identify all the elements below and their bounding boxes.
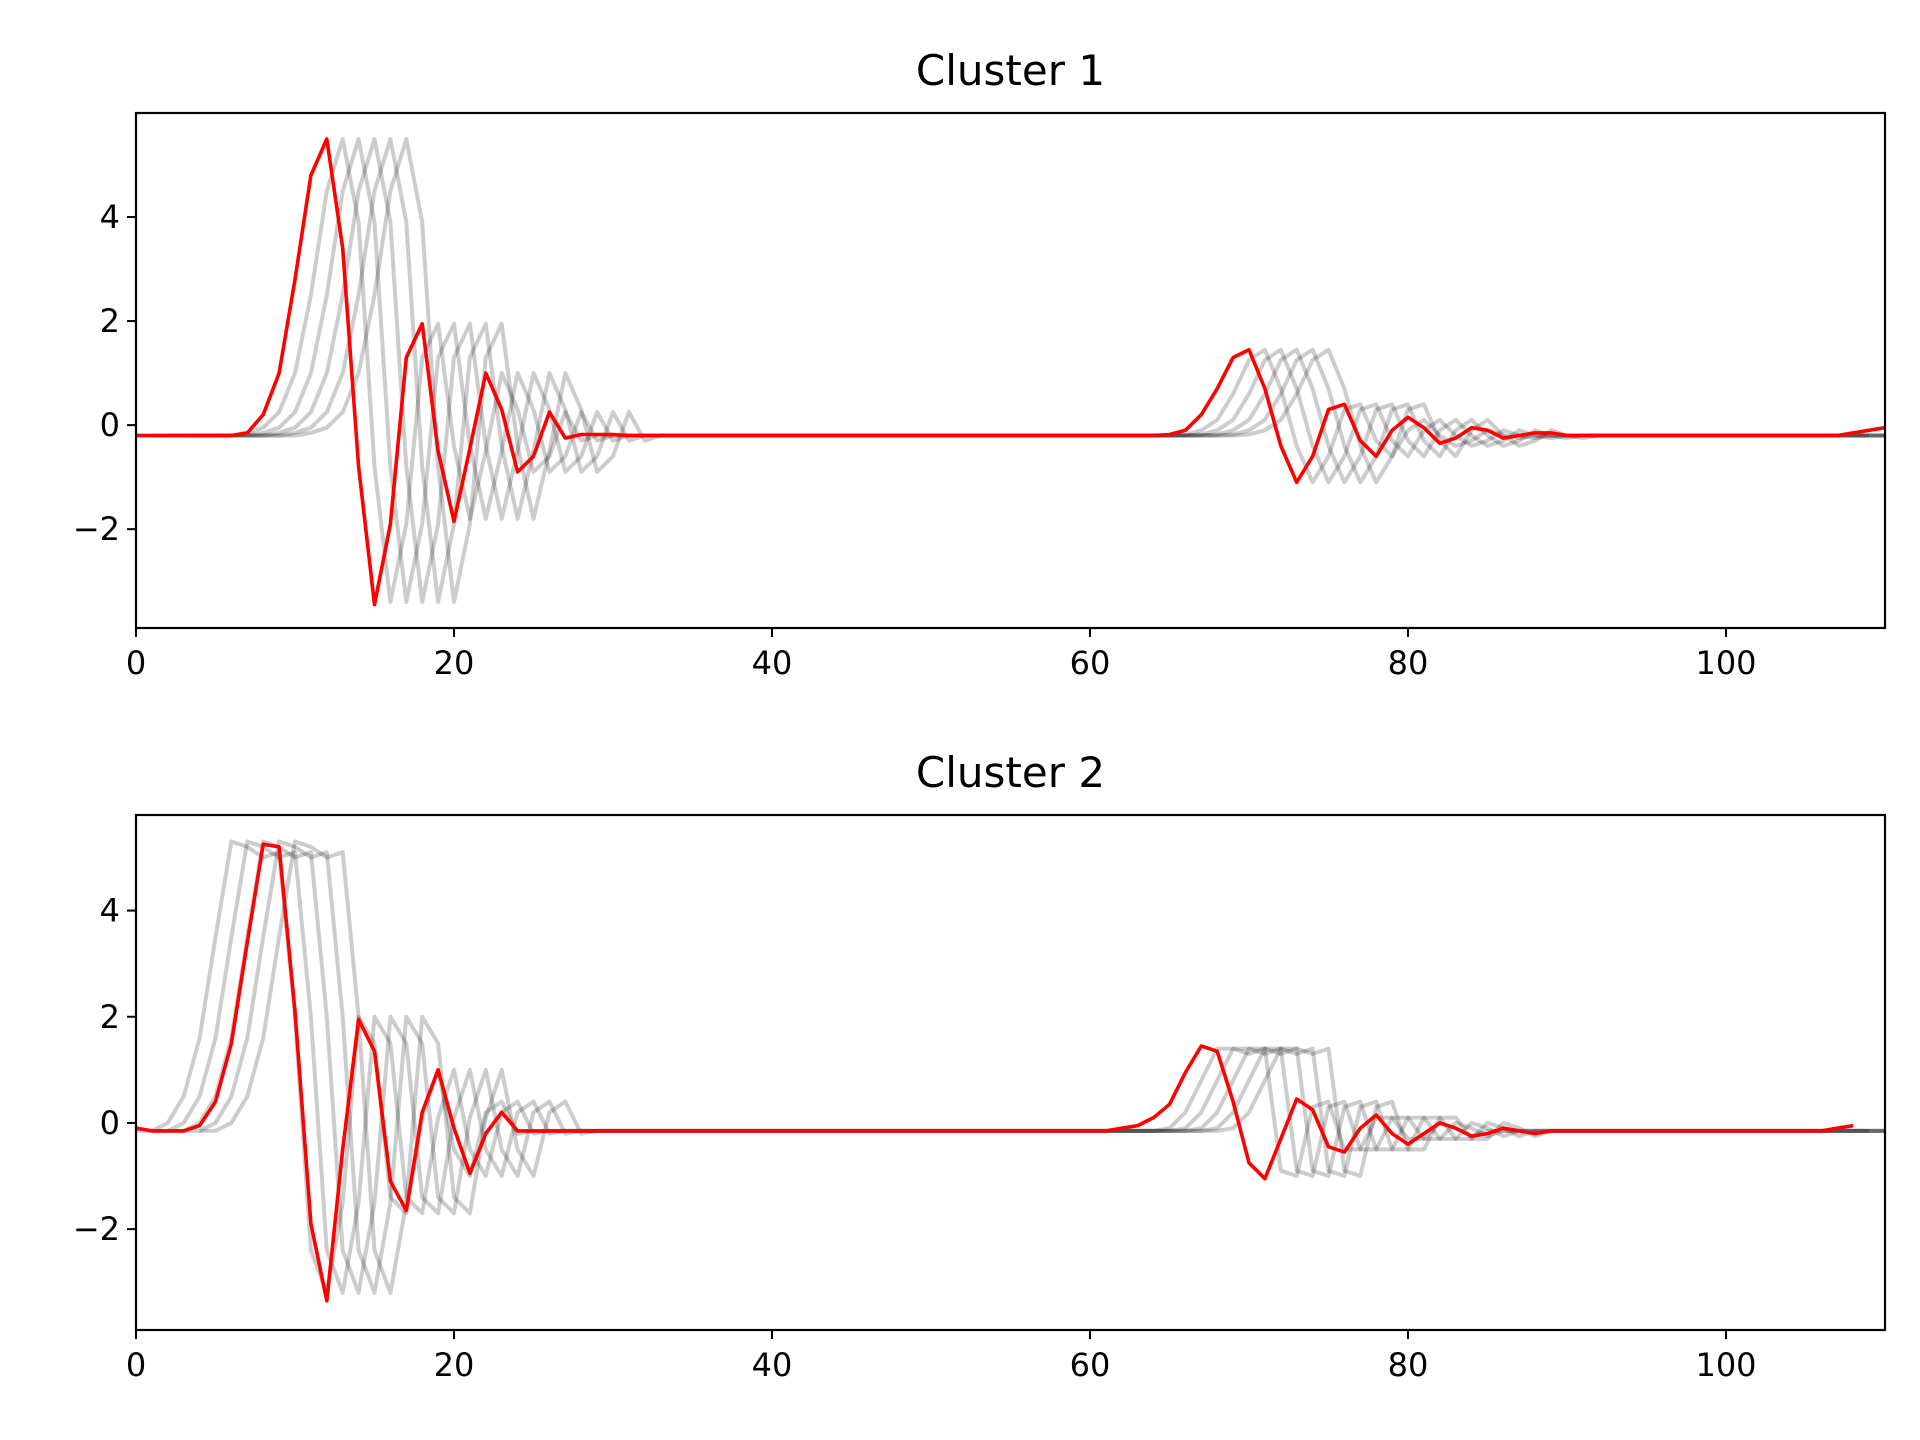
x-tick-label: 100 xyxy=(1695,644,1756,682)
x-tick-label: 100 xyxy=(1695,1346,1756,1384)
x-tick-label: 40 xyxy=(752,1346,793,1384)
chart-title: Cluster 1 xyxy=(916,46,1105,95)
member-series-line xyxy=(199,839,1885,1295)
y-tick-label: 0 xyxy=(100,1104,120,1142)
member-series-line xyxy=(183,839,1885,1295)
x-tick-label: 20 xyxy=(434,1346,475,1384)
member-series-line xyxy=(136,137,1870,604)
y-tick-label: 4 xyxy=(100,198,120,236)
cluster-1-panel: Cluster 1 0 20 40 60 80 100 −2 0 2 4 xyxy=(73,46,1887,682)
axes-frame xyxy=(134,813,1887,1332)
member-series-line xyxy=(167,839,1885,1295)
member-series-line xyxy=(151,137,1885,604)
y-tick-label: 0 xyxy=(100,406,120,444)
x-tick-label: 80 xyxy=(1388,1346,1429,1384)
y-tick-label: 2 xyxy=(100,998,120,1036)
y-tick-label: 4 xyxy=(100,892,120,930)
x-tick-label: 80 xyxy=(1388,644,1429,682)
plot-area xyxy=(136,839,1885,1303)
cluster-2-panel: Cluster 2 0 20 40 60 80 100 −2 0 2 4 xyxy=(73,748,1887,1384)
y-tick-label: −2 xyxy=(73,510,120,548)
center-series-line xyxy=(136,137,1885,607)
x-tick-label: 60 xyxy=(1070,644,1111,682)
member-series-line xyxy=(136,839,1870,1295)
x-tick-label: 0 xyxy=(126,644,146,682)
x-tick-label: 40 xyxy=(752,644,793,682)
plot-area xyxy=(136,137,1885,607)
center-series-line xyxy=(136,842,1854,1303)
x-tick-label: 60 xyxy=(1070,1346,1111,1384)
y-tick-label: 2 xyxy=(100,302,120,340)
axes-frame xyxy=(134,111,1887,630)
chart-title: Cluster 2 xyxy=(916,748,1105,797)
member-series-line xyxy=(199,137,1885,604)
x-tick-label: 20 xyxy=(434,644,475,682)
y-tick-label: −2 xyxy=(73,1210,120,1248)
member-series-line xyxy=(151,839,1885,1295)
x-tick-label: 0 xyxy=(126,1346,146,1384)
